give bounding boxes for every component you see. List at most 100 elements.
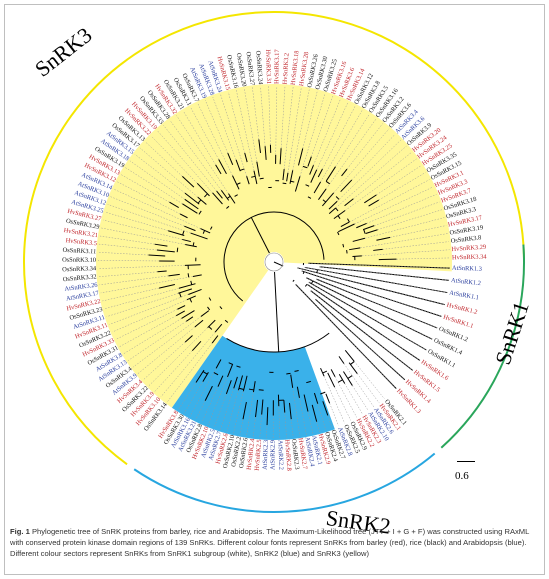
- branch: [154, 243, 168, 247]
- branch: [216, 190, 223, 199]
- branch: [211, 335, 219, 344]
- arc-snrk1: [440, 244, 525, 449]
- leaf-label: OsSnRK3.11: [62, 247, 96, 256]
- branch: [320, 367, 325, 377]
- branch: [348, 362, 358, 374]
- branch-guide: [353, 361, 385, 400]
- branch-guide: [344, 158, 417, 211]
- branch: [184, 335, 193, 343]
- scale-bar-label: 0.6: [455, 470, 469, 482]
- branch-guide: [169, 120, 222, 191]
- leaf-label: HvSnRK2.8: [283, 439, 292, 471]
- branch-guide: [334, 387, 351, 421]
- branch: [279, 148, 282, 165]
- branch: [227, 152, 234, 166]
- branch-guide: [306, 277, 433, 340]
- branch: [303, 394, 309, 412]
- branch: [253, 170, 258, 185]
- branch: [214, 323, 223, 333]
- branch-join: [210, 226, 213, 230]
- branch: [338, 356, 345, 364]
- branch-guide: [128, 321, 187, 361]
- branch-guide: [334, 376, 357, 418]
- leaf-label: OsSnRK3.8: [450, 234, 481, 245]
- branch-guide: [99, 235, 155, 245]
- branch: [177, 305, 186, 310]
- branch: [212, 192, 223, 205]
- figure-frame: [4, 4, 545, 575]
- branch-guide: [266, 425, 268, 438]
- branch-join: [239, 168, 245, 171]
- branch: [364, 194, 377, 204]
- branch-guide: [295, 284, 397, 389]
- branch-guide: [160, 332, 216, 398]
- branch: [340, 179, 353, 193]
- branch-guide: [280, 86, 286, 149]
- leaf-label: HvSnRK3.34: [452, 254, 488, 262]
- branch-guide: [374, 201, 440, 226]
- branch: [308, 281, 427, 351]
- branch-guide: [183, 110, 216, 165]
- branch-join: [335, 207, 339, 212]
- branch: [365, 229, 378, 234]
- branch: [294, 176, 301, 192]
- branch-guide: [102, 287, 160, 302]
- leaf-label: HvSnRK2.5: [254, 439, 264, 471]
- branch-join: [302, 271, 305, 274]
- branch-guide: [145, 141, 183, 177]
- branch-guide: [284, 412, 287, 438]
- branch: [233, 376, 238, 389]
- branch-guide: [352, 385, 369, 411]
- branch: [235, 159, 241, 172]
- branch: [178, 288, 193, 294]
- branch: [195, 369, 205, 383]
- branch-guide: [299, 93, 326, 177]
- branch: [356, 222, 367, 229]
- branch-guide: [357, 373, 380, 404]
- branch: [373, 248, 383, 251]
- leaf-label: OsSnRK3.32: [63, 273, 97, 283]
- branch: [283, 400, 286, 413]
- branch-guide: [377, 209, 443, 231]
- branch-guide: [327, 415, 333, 429]
- branch: [182, 176, 195, 188]
- branch: [200, 310, 210, 317]
- branch: [242, 375, 248, 392]
- branch: [182, 203, 198, 214]
- figure-caption-label: Fig. 1: [10, 527, 30, 536]
- branch-guide: [150, 135, 198, 184]
- branch: [318, 188, 327, 200]
- branch-guide: [308, 262, 450, 269]
- branch-join: [292, 279, 295, 282]
- branch-join: [179, 292, 182, 298]
- branch-join: [347, 375, 353, 379]
- branch: [313, 392, 319, 404]
- branch: [200, 228, 211, 234]
- branch: [325, 393, 331, 404]
- branch-guide: [121, 174, 170, 203]
- sector-snrk3: [95, 83, 453, 408]
- branch-join: [290, 180, 295, 183]
- branch: [376, 236, 391, 241]
- branch-guide: [390, 225, 447, 238]
- branch: [333, 210, 346, 220]
- branch: [178, 283, 196, 289]
- branch-join: [337, 379, 343, 383]
- branch-join: [302, 165, 308, 169]
- branch-join: [248, 388, 254, 391]
- branch-guide: [346, 123, 383, 170]
- branch-guide: [316, 278, 438, 329]
- branch: [343, 371, 353, 386]
- branch-guide: [323, 376, 345, 424]
- branch-join: [182, 230, 185, 236]
- branch-guide: [335, 113, 370, 167]
- branch: [307, 284, 421, 361]
- branch-join: [224, 319, 229, 323]
- branch: [179, 213, 188, 219]
- branch-guide: [329, 403, 339, 426]
- branch: [282, 168, 285, 181]
- branch: [340, 221, 350, 228]
- branch-join: [363, 229, 366, 234]
- branch-guide: [220, 388, 234, 430]
- branch: [362, 225, 375, 231]
